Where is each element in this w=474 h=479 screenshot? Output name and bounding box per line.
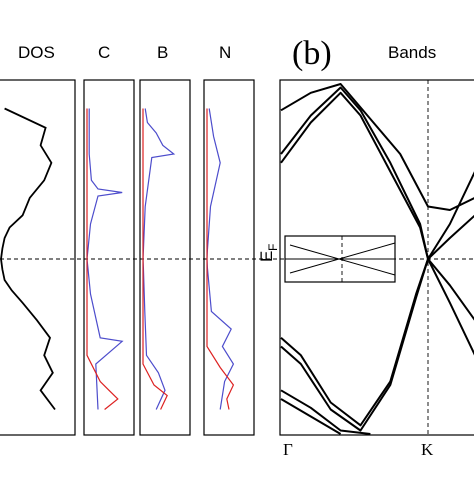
- band-7: [427, 258, 474, 321]
- band-1: [280, 86, 429, 260]
- band-10: [280, 398, 342, 435]
- carbon-title: C: [98, 43, 110, 62]
- band-3: [427, 214, 474, 260]
- panel-label: (b): [292, 35, 332, 72]
- bands-title: Bands: [388, 43, 436, 62]
- boron-title: B: [157, 43, 168, 62]
- carbon-frame: [83, 79, 135, 436]
- curves-layer: [0, 83, 474, 435]
- k-tick: K: [421, 440, 434, 459]
- nitrogen-title: N: [219, 43, 231, 62]
- inset-cone: [289, 242, 396, 276]
- band-0: [280, 83, 474, 211]
- band-9: [280, 389, 371, 435]
- fermi-label-main: E: [257, 251, 276, 262]
- dos-title: DOS: [18, 43, 55, 62]
- gamma-tick: Γ: [283, 440, 293, 459]
- nitrogen-frame: [203, 79, 255, 436]
- carbon-series-1: [86, 108, 119, 410]
- band-2: [280, 91, 429, 260]
- bands-frame: [279, 79, 474, 436]
- nitrogen-series-1: [206, 108, 235, 410]
- carbon-series-0: [86, 108, 124, 410]
- band-5: [280, 258, 429, 427]
- band-6: [280, 258, 429, 432]
- boron-frame: [139, 79, 191, 436]
- boron-series-1: [142, 108, 168, 410]
- band-8: [427, 258, 474, 356]
- band-4: [427, 171, 474, 260]
- dos-frame: [0, 79, 76, 436]
- fermi-label-sub: F: [266, 244, 280, 251]
- dos-series-0: [0, 107, 56, 411]
- fermi-label: E F: [257, 244, 280, 262]
